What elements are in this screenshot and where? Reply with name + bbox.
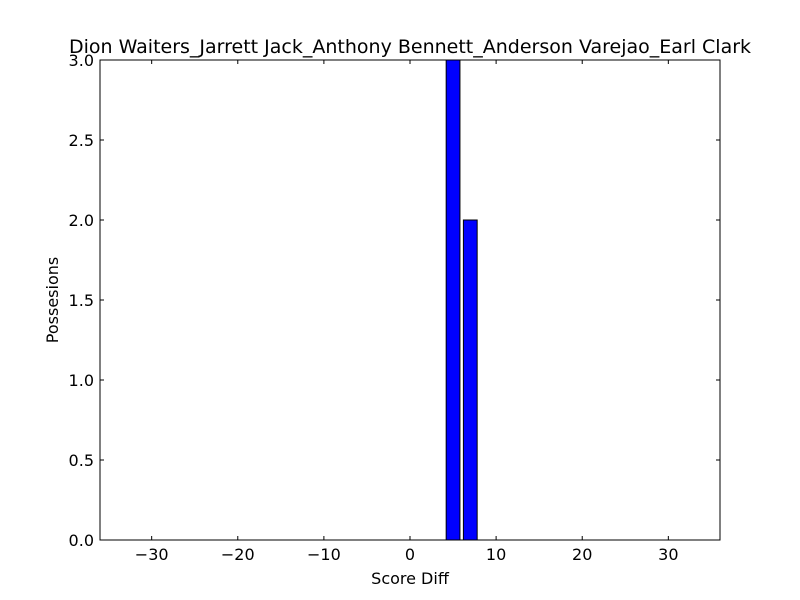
y-tick-label-0: 0.0	[69, 531, 94, 550]
x-axis-label: Score Diff	[371, 569, 450, 588]
axes: −30 −20 −10 0 10 20 30 0.0 0.5 1.0 1.5 2.0 2.5 3.0	[69, 51, 721, 564]
x-tick-label-1: −20	[221, 545, 255, 564]
bar-0	[445, 59, 461, 541]
y-tick-label-1: 0.5	[69, 451, 94, 470]
x-tick-label-5: 20	[572, 545, 592, 564]
plot-background	[100, 60, 720, 540]
y-axis-label: Possesions	[43, 257, 62, 343]
chart-title: Dion Waiters_Jarrett Jack_Anthony Bennet…	[69, 36, 751, 58]
bars	[445, 59, 478, 541]
y-tick-label-4: 2.0	[69, 211, 94, 230]
x-tick-label-0: −30	[135, 545, 169, 564]
x-tick-label-6: 30	[658, 545, 678, 564]
x-tick-label-4: 10	[486, 545, 506, 564]
y-tick-label-2: 1.0	[69, 371, 94, 390]
y-tick-label-5: 2.5	[69, 131, 94, 150]
plot-area	[100, 60, 720, 540]
x-tick-label-2: −10	[307, 545, 341, 564]
y-tick-label-6: 3.0	[69, 51, 94, 70]
bar-1	[462, 219, 478, 541]
y-tick-label-3: 1.5	[69, 291, 94, 310]
x-tick-label-3: 0	[405, 545, 415, 564]
